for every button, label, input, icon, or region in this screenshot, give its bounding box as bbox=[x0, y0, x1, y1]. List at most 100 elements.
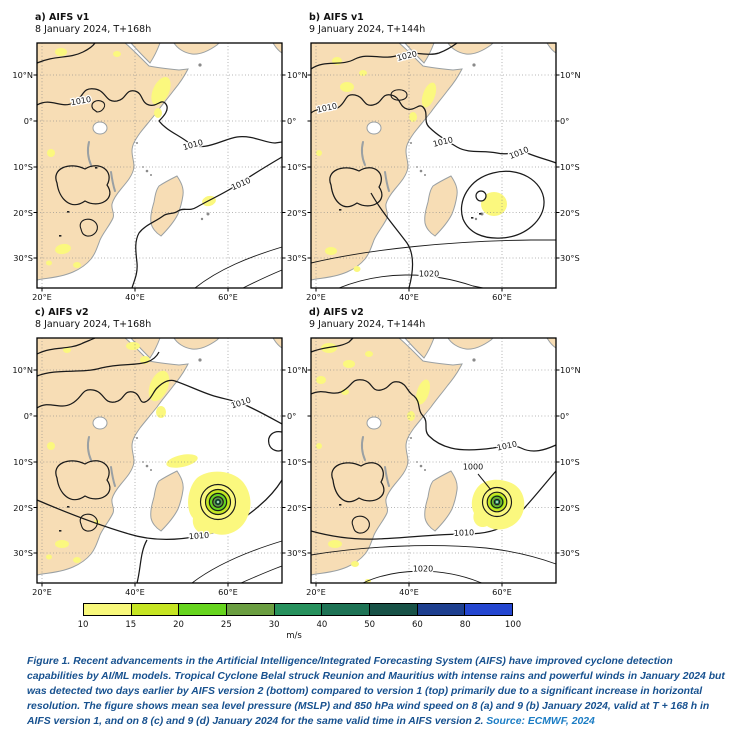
panel-a: a) AIFS v1 8 January 2024, T+168h 1010 10… bbox=[33, 12, 286, 292]
wind-patch bbox=[113, 51, 121, 57]
terrain-speck bbox=[479, 213, 482, 215]
island-dot bbox=[410, 142, 412, 144]
lat-tick-label: 0° bbox=[287, 116, 297, 126]
island-dot bbox=[206, 212, 210, 216]
landmass bbox=[403, 337, 435, 359]
contour-label: 1020 bbox=[419, 270, 439, 279]
mslp-contour bbox=[36, 351, 160, 377]
landmass bbox=[150, 470, 184, 532]
lake bbox=[92, 121, 108, 135]
island-dot bbox=[136, 142, 138, 144]
wind-patch bbox=[55, 48, 67, 56]
colorbar-segment bbox=[465, 604, 513, 615]
lat-tick-label: 20°S bbox=[560, 502, 580, 513]
contour-label: 1000 bbox=[463, 463, 483, 472]
wind-patch bbox=[328, 540, 342, 548]
colorbar-segment bbox=[274, 604, 323, 615]
lat-tick-label: 20°S bbox=[287, 207, 307, 218]
lake bbox=[92, 416, 108, 430]
panel-title: d) AIFS v2 bbox=[309, 307, 364, 318]
mslp-contour bbox=[329, 167, 383, 208]
mslp-contour bbox=[91, 100, 106, 113]
wind-patch bbox=[365, 351, 373, 357]
lat-tick-label: 20°S bbox=[13, 207, 33, 218]
mslp-contour bbox=[36, 479, 283, 541]
lon-tick-label: 60°E bbox=[218, 587, 238, 597]
colorbar-tick-label: 20 bbox=[173, 620, 184, 630]
mslp-contour bbox=[79, 218, 98, 237]
lat-tick-label: 10°N bbox=[560, 70, 581, 80]
lake bbox=[366, 416, 382, 430]
contour-label: 1010 bbox=[230, 176, 252, 193]
lat-tick-label: 30°S bbox=[13, 548, 33, 558]
island-dot bbox=[136, 437, 138, 439]
terrain-speck bbox=[67, 506, 70, 508]
contour-label: 1010 bbox=[230, 396, 252, 411]
lat-tick-label: 30°S bbox=[13, 253, 33, 263]
terrain-speck bbox=[339, 504, 342, 506]
terrain-speck bbox=[59, 530, 62, 532]
cyclone-isobar-ring bbox=[215, 499, 221, 505]
lat-tick-label: 20°S bbox=[287, 502, 307, 513]
landmass bbox=[173, 337, 221, 350]
lon-tick-label: 60°E bbox=[492, 587, 512, 597]
lat-tick-label: 10°S bbox=[287, 457, 307, 467]
lon-tick-label: 20°E bbox=[306, 587, 326, 597]
landmass bbox=[310, 337, 463, 576]
wind-patch bbox=[416, 379, 430, 405]
mslp-contour bbox=[79, 513, 98, 532]
colorbar-segment bbox=[417, 604, 466, 615]
lon-tick-label: 40°E bbox=[399, 292, 419, 302]
cyclone-isobar-ring bbox=[212, 496, 224, 508]
lon-tick-label: 20°E bbox=[32, 587, 52, 597]
cyclone-isobar-ring bbox=[490, 495, 504, 509]
mslp-contour bbox=[36, 337, 96, 355]
island-dot bbox=[424, 469, 426, 471]
terrain-speck bbox=[95, 167, 98, 169]
wind-patch bbox=[126, 342, 140, 350]
colorbar-segment bbox=[322, 604, 371, 615]
panel-d: d) AIFS v2 9 January 2024, T+144h 1010 10… bbox=[307, 307, 560, 587]
lat-tick-label: 30°S bbox=[287, 548, 307, 558]
island-dot bbox=[150, 469, 152, 471]
mslp-contour bbox=[310, 42, 458, 70]
caption-text: Figure 1. Recent advancements in the Art… bbox=[27, 656, 725, 728]
mslp-contour bbox=[390, 89, 408, 101]
lat-tick-label: 10°N bbox=[12, 365, 33, 375]
mslp-contour bbox=[136, 539, 148, 584]
wind-patch bbox=[46, 554, 52, 560]
wind-patch bbox=[154, 108, 162, 118]
lat-tick-label: 10°S bbox=[13, 457, 33, 467]
lat-tick-label: 10°S bbox=[560, 457, 580, 467]
terrain-speck bbox=[471, 217, 474, 219]
mslp-contour bbox=[310, 470, 557, 540]
map-panel-d: 1010 1000 1010 1020 bbox=[307, 337, 560, 587]
contour-label: 1020 bbox=[413, 565, 433, 574]
mslp-contour bbox=[55, 460, 111, 501]
figure-caption: Figure 1. Recent advancements in the Art… bbox=[27, 654, 731, 729]
lake bbox=[360, 141, 366, 166]
mslp-contour bbox=[351, 515, 370, 534]
island-dot bbox=[145, 169, 149, 173]
terrain-speck bbox=[67, 211, 70, 213]
panel-c: c) AIFS v2 8 January 2024, T+168h 1010 10… bbox=[33, 307, 286, 587]
lon-tick-label: 40°E bbox=[125, 587, 145, 597]
wind-patch bbox=[421, 82, 437, 108]
lat-tick-label: 10°N bbox=[287, 70, 308, 80]
lat-tick-label: 10°N bbox=[12, 70, 33, 80]
landmass bbox=[173, 42, 221, 55]
panel-subtitle: 8 January 2024, T+168h bbox=[35, 24, 152, 35]
lake bbox=[360, 436, 366, 461]
lake bbox=[366, 121, 382, 135]
landmass bbox=[272, 42, 283, 54]
map-panel-c: 1010 1010 bbox=[33, 337, 286, 587]
wind-patch bbox=[166, 454, 198, 468]
island-dot bbox=[424, 174, 426, 176]
terrain-speck bbox=[59, 235, 62, 237]
cyclone-isobar-ring bbox=[199, 483, 237, 521]
colorbar-segment bbox=[179, 604, 228, 615]
map-frame bbox=[36, 42, 283, 289]
contour-label: 1010 bbox=[496, 439, 518, 452]
